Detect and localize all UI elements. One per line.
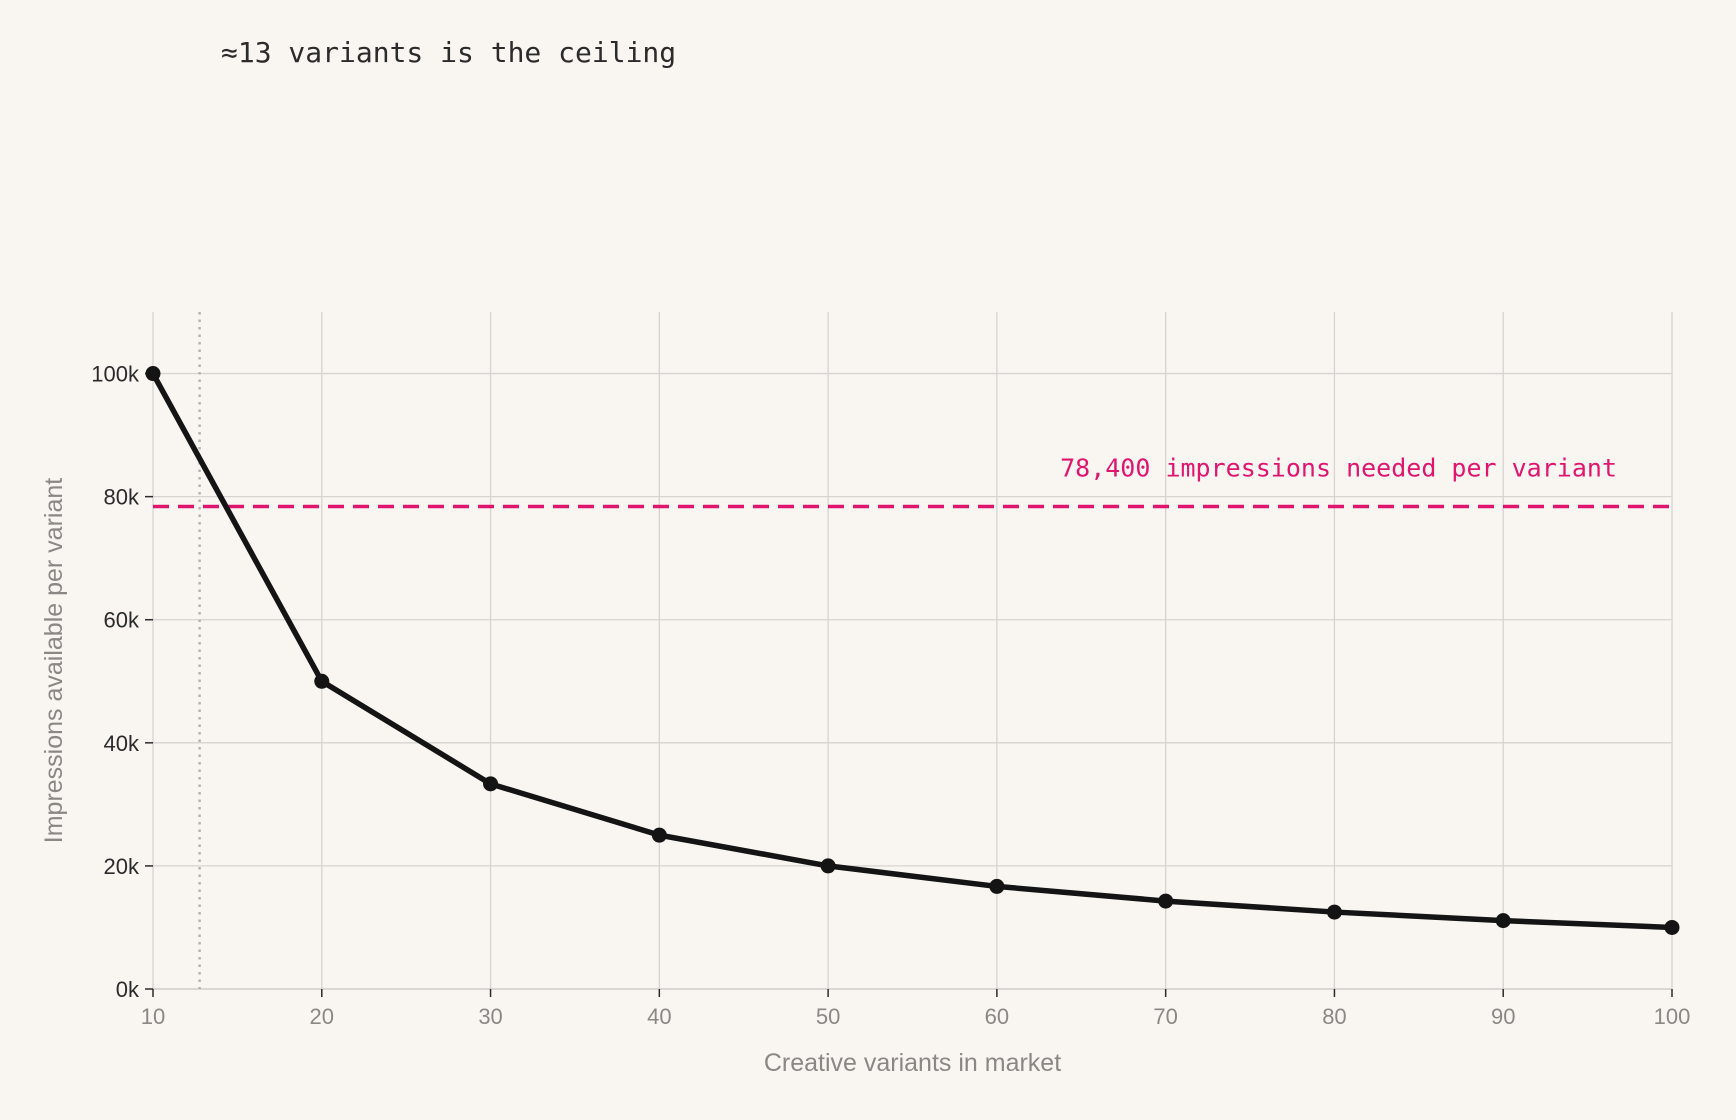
data-point — [1326, 904, 1342, 920]
axis-labels: 0k 20k 40k 60k 80k 100k 10 20 30 40 50 60 70 80 90 100 C… — [40, 362, 1690, 1077]
x-tick-label: 20 — [310, 1004, 334, 1029]
x-tick-label: 50 — [816, 1004, 840, 1029]
x-tick-label: 60 — [985, 1004, 1009, 1029]
x-axis-title: Creative variants in market — [764, 1049, 1061, 1077]
y-tick-label: 40k — [104, 731, 140, 756]
y-tick-label: 60k — [104, 608, 140, 633]
data-point — [145, 366, 161, 382]
grid-lines — [152, 312, 1673, 989]
data-point — [820, 858, 836, 874]
data-point — [1495, 913, 1511, 929]
x-tick-label: 10 — [141, 1004, 165, 1029]
data-point — [989, 878, 1005, 894]
data-point — [651, 827, 667, 843]
x-tick-label: 100 — [1654, 1004, 1691, 1029]
threshold-label: 78,400 impressions needed per variant — [1060, 453, 1617, 482]
series-group — [145, 366, 1680, 935]
x-tick-label: 40 — [647, 1004, 671, 1029]
x-tick-label: 70 — [1153, 1004, 1177, 1029]
data-point — [483, 776, 499, 792]
data-point — [1158, 893, 1174, 909]
data-point — [314, 673, 330, 689]
x-tick-label: 80 — [1322, 1004, 1346, 1029]
chart-headline: ≈13 variants is the ceiling — [221, 36, 677, 69]
y-tick-label: 100k — [91, 362, 140, 387]
series-line — [150, 370, 1675, 931]
threshold-line-group: 78,400 impressions needed per variant — [153, 453, 1672, 509]
y-tick-label: 80k — [104, 485, 140, 510]
x-tick-label: 30 — [478, 1004, 502, 1029]
y-tick-label: 20k — [104, 854, 140, 879]
y-tick-label: 0k — [116, 977, 140, 1002]
y-axis-title: Impressions available per variant — [40, 478, 68, 844]
x-tick-label: 90 — [1491, 1004, 1515, 1029]
data-point — [1664, 919, 1680, 935]
